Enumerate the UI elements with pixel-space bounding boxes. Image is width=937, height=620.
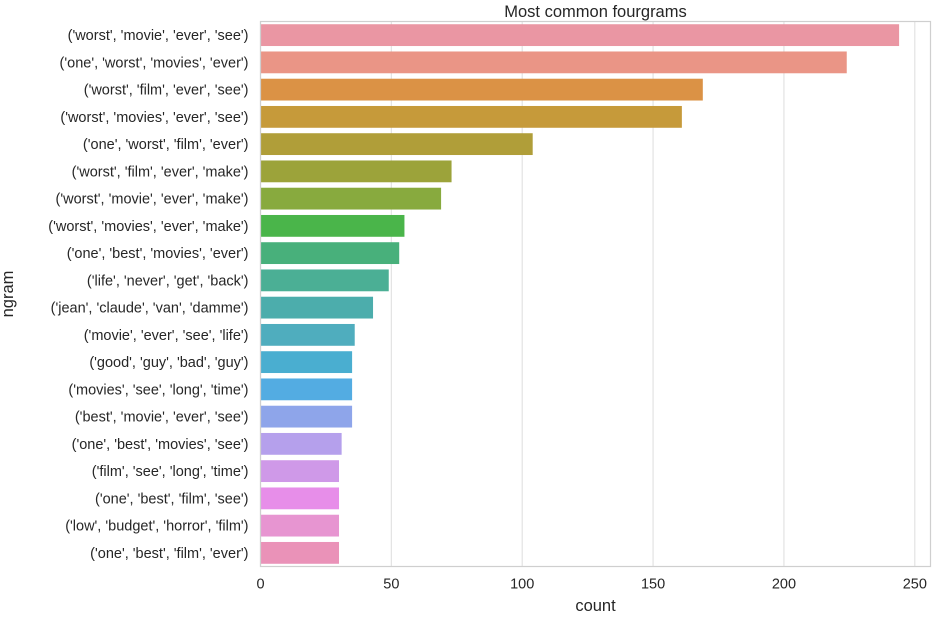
y-tick-label: ('worst', 'film', 'ever', 'see') [84, 83, 249, 99]
y-tick-label: ('one', 'worst', 'film', 'ever') [83, 137, 249, 153]
bar [260, 51, 847, 74]
bar [260, 405, 353, 428]
y-tick-label: ('one', 'best', 'movies', 'ever') [67, 246, 249, 262]
bar [260, 160, 452, 183]
bar [260, 24, 900, 47]
x-tick-labels: 0 50 100 150 200 250 [256, 577, 926, 593]
bar [260, 296, 374, 319]
bar [260, 187, 442, 210]
y-tick-label: ('worst', 'movie', 'ever', 'see') [68, 28, 249, 44]
y-tick-label: ('low', 'budget', 'horror', 'film') [65, 519, 248, 535]
x-tick-label: 100 [510, 577, 534, 593]
y-tick-label: ('jean', 'claude', 'van', 'damme') [51, 301, 249, 317]
y-tick-label: ('worst', 'movie', 'ever', 'make') [56, 192, 249, 208]
y-tick-label: ('worst', 'film', 'ever', 'make') [72, 164, 249, 180]
y-tick-label: ('film', 'see', 'long', 'time') [92, 464, 249, 480]
bar [260, 432, 342, 455]
y-tick-label: ('one', 'best', 'film', 'see') [95, 491, 249, 507]
bar [260, 514, 340, 537]
bar [260, 323, 355, 346]
y-tick-label: ('worst', 'movies', 'ever', 'see') [60, 110, 248, 126]
bar [260, 351, 353, 374]
y-tick-label: ('worst', 'movies', 'ever', 'make') [48, 219, 248, 235]
y-tick-label: ('one', 'worst', 'movies', 'ever') [60, 55, 249, 71]
bar [260, 460, 340, 483]
bar [260, 78, 703, 101]
x-tick-label: 200 [772, 577, 796, 593]
y-tick-label: ('best', 'movie', 'ever', 'see') [75, 410, 249, 426]
plot-frame [259, 20, 932, 568]
bar [260, 487, 340, 510]
y-axis-title: ngram [0, 271, 17, 318]
grid-layer [259, 21, 916, 567]
bar [260, 214, 405, 237]
x-tick-label: 150 [641, 577, 665, 593]
bar [260, 378, 353, 401]
bar [260, 242, 400, 265]
y-tick-label: ('one', 'best', 'movies', 'see') [72, 437, 249, 453]
y-tick-label: ('movies', 'see', 'long', 'time') [68, 382, 248, 398]
x-tick-label: 50 [383, 577, 399, 593]
chart-title: Most common fourgrams [504, 3, 686, 21]
x-tick-label: 0 [256, 577, 264, 593]
y-tick-label: ('movie', 'ever', 'see', 'life') [84, 328, 249, 344]
x-axis-title: count [575, 597, 616, 615]
y-tick-label: ('good', 'guy', 'bad', 'guy') [89, 355, 248, 371]
bar [260, 541, 340, 564]
y-tick-label: ('one', 'best', 'film', 'ever') [90, 546, 248, 562]
bar [260, 269, 389, 292]
bar [260, 133, 533, 156]
y-tick-label: ('life', 'never', 'get', 'back') [87, 273, 249, 289]
bar [260, 105, 682, 128]
x-tick-label: 250 [903, 577, 927, 593]
bar-layer [260, 24, 900, 564]
y-tick-labels: ('worst', 'movie', 'ever', 'see') ('one',… [48, 28, 248, 562]
